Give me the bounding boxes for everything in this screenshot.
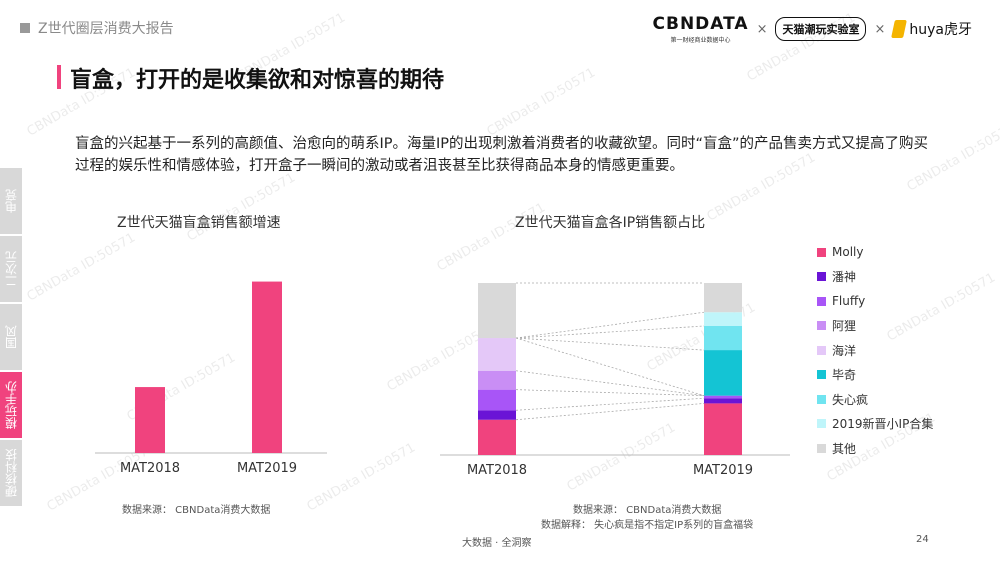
tmall-logo: 天猫潮玩实验室 bbox=[775, 17, 867, 41]
side-tab-acg[interactable]: 二次元 bbox=[0, 236, 22, 302]
report-tag: Z世代圈层消费大报告 bbox=[20, 18, 174, 38]
ip-connector-line bbox=[515, 397, 705, 411]
growth-tick-label: MAT2019 bbox=[237, 461, 297, 476]
legend-item: Molly bbox=[817, 240, 933, 265]
legend-swatch bbox=[817, 272, 826, 282]
cbndata-logo-text: CBNDATA bbox=[652, 14, 749, 34]
ip-share-chart-source: 数据来源： CBNData消费大数据 bbox=[573, 505, 722, 516]
legend-item: 潘神 bbox=[817, 265, 933, 290]
ip-share-legend: Molly 潘神 Fluffy 阿狸海洋毕奇失心疯 2019新晋小IP合集 其他 bbox=[817, 240, 933, 461]
legend-item: 海洋 bbox=[817, 338, 933, 363]
ip-connector-line bbox=[515, 311, 705, 339]
watermark-text: CBNData ID:50571 bbox=[484, 65, 599, 140]
side-tabs: 电竞 二次元 国风 模玩手办 硬核科技 bbox=[0, 168, 22, 508]
watermark-text: CBNData ID:50571 bbox=[184, 170, 299, 245]
ip-segment-mat2019-8 bbox=[704, 283, 742, 313]
legend-label: 失心疯 bbox=[832, 392, 869, 407]
legend-item: Fluffy bbox=[817, 289, 933, 314]
legend-swatch bbox=[817, 419, 826, 429]
legend-swatch bbox=[817, 394, 826, 404]
ip-segment-mat2018-2 bbox=[478, 389, 516, 411]
intro-paragraph: 盲盒的兴起基于一系列的高颜值、治愈向的萌系IP。海量IP的出现刺激着消费者的收藏… bbox=[75, 136, 929, 174]
legend-label: 毕奇 bbox=[832, 368, 857, 383]
legend-swatch bbox=[817, 370, 826, 380]
ip-segment-mat2018-8 bbox=[478, 283, 516, 339]
side-tab-tech[interactable]: 硬核科技 bbox=[0, 440, 22, 506]
legend-label: Fluffy bbox=[832, 294, 866, 309]
legend-label: 海洋 bbox=[832, 343, 857, 358]
legend-label: 其他 bbox=[832, 441, 857, 456]
legend-label: 潘神 bbox=[832, 270, 857, 285]
legend-label: Molly bbox=[832, 245, 864, 260]
ip-segment-mat2019-2 bbox=[704, 395, 742, 399]
ip-segment-mat2019-5 bbox=[704, 350, 742, 396]
ip-connector-line bbox=[515, 337, 705, 397]
ip-segment-mat2018-1 bbox=[478, 410, 516, 420]
legend-item: 阿狸 bbox=[817, 314, 933, 339]
ip-share-tick-label: MAT2019 bbox=[693, 463, 753, 478]
growth-chart: MAT2018 MAT2019 bbox=[95, 281, 327, 476]
legend-item: 毕奇 bbox=[817, 363, 933, 388]
legend-swatch bbox=[817, 296, 826, 306]
ip-connector-line bbox=[515, 403, 705, 421]
title-accent-bar bbox=[57, 65, 61, 89]
ip-connector-line bbox=[515, 325, 705, 339]
legend-item: 其他 bbox=[817, 436, 933, 461]
huya-logo-text: huya虎牙 bbox=[909, 22, 972, 38]
ip-segment-mat2019-0 bbox=[704, 403, 742, 455]
ip-share-chart-title: Z世代天猫盲盒各IP销售额占比 bbox=[515, 215, 706, 231]
ip-connector-line bbox=[515, 370, 705, 397]
ip-segment-mat2018-3 bbox=[478, 370, 516, 390]
side-tab-figures[interactable]: 模玩手办 bbox=[0, 372, 22, 438]
ip-connector-line bbox=[515, 337, 705, 351]
growth-bar-mat2019 bbox=[252, 281, 282, 453]
ip-share-chart: MAT2018 MAT2019 bbox=[440, 282, 790, 478]
partner-logos: CBNDATA 第一财经商业数据中心 × 天猫潮玩实验室 × huya虎牙 bbox=[653, 14, 972, 44]
growth-bar-mat2018 bbox=[135, 387, 165, 453]
ip-segment-mat2019-6 bbox=[704, 326, 742, 351]
legend-label: 2019新晋小IP合集 bbox=[832, 417, 934, 432]
footer-slogan: 大数据 · 全洞察 bbox=[462, 538, 532, 549]
report-tag-label: Z世代圈层消费大报告 bbox=[38, 21, 174, 37]
legend-item: 2019新晋小IP合集 bbox=[817, 412, 933, 437]
ip-share-chart-note: 数据解释： 失心疯是指不指定IP系列的盲盒福袋 bbox=[541, 520, 754, 531]
side-tab-esports[interactable]: 电竞 bbox=[0, 168, 22, 234]
ip-connector-line bbox=[515, 389, 705, 397]
legend-swatch bbox=[817, 345, 826, 355]
side-tab-guofeng[interactable]: 国风 bbox=[0, 304, 22, 370]
ip-segment-mat2019-1 bbox=[704, 398, 742, 404]
legend-swatch bbox=[817, 321, 826, 331]
growth-tick-label: MAT2018 bbox=[120, 461, 180, 476]
cbndata-logo: CBNDATA 第一财经商业数据中心 bbox=[653, 14, 749, 44]
legend-swatch bbox=[817, 247, 826, 257]
ip-segment-mat2019-7 bbox=[704, 312, 742, 326]
huya-mark-icon bbox=[891, 20, 908, 38]
ip-segment-mat2018-4 bbox=[478, 338, 516, 371]
page-number: 24 bbox=[916, 534, 929, 545]
growth-chart-source: 数据来源： CBNData消费大数据 bbox=[122, 505, 271, 516]
legend-swatch bbox=[817, 443, 826, 453]
legend-label: 阿狸 bbox=[832, 319, 857, 334]
huya-logo: huya虎牙 bbox=[891, 19, 972, 39]
ip-segment-mat2018-0 bbox=[478, 419, 516, 455]
logo-separator: × bbox=[756, 21, 768, 37]
cbndata-logo-subtitle: 第一财经商业数据中心 bbox=[670, 37, 731, 44]
page-title: 盲盒，打开的是收集欲和对惊喜的期待 bbox=[70, 68, 445, 93]
ip-share-tick-label: MAT2018 bbox=[467, 463, 527, 478]
logo-separator: × bbox=[874, 21, 886, 37]
growth-chart-title: Z世代天猫盲盒销售额增速 bbox=[117, 215, 281, 231]
legend-item: 失心疯 bbox=[817, 387, 933, 412]
report-tag-square-icon bbox=[20, 23, 30, 33]
